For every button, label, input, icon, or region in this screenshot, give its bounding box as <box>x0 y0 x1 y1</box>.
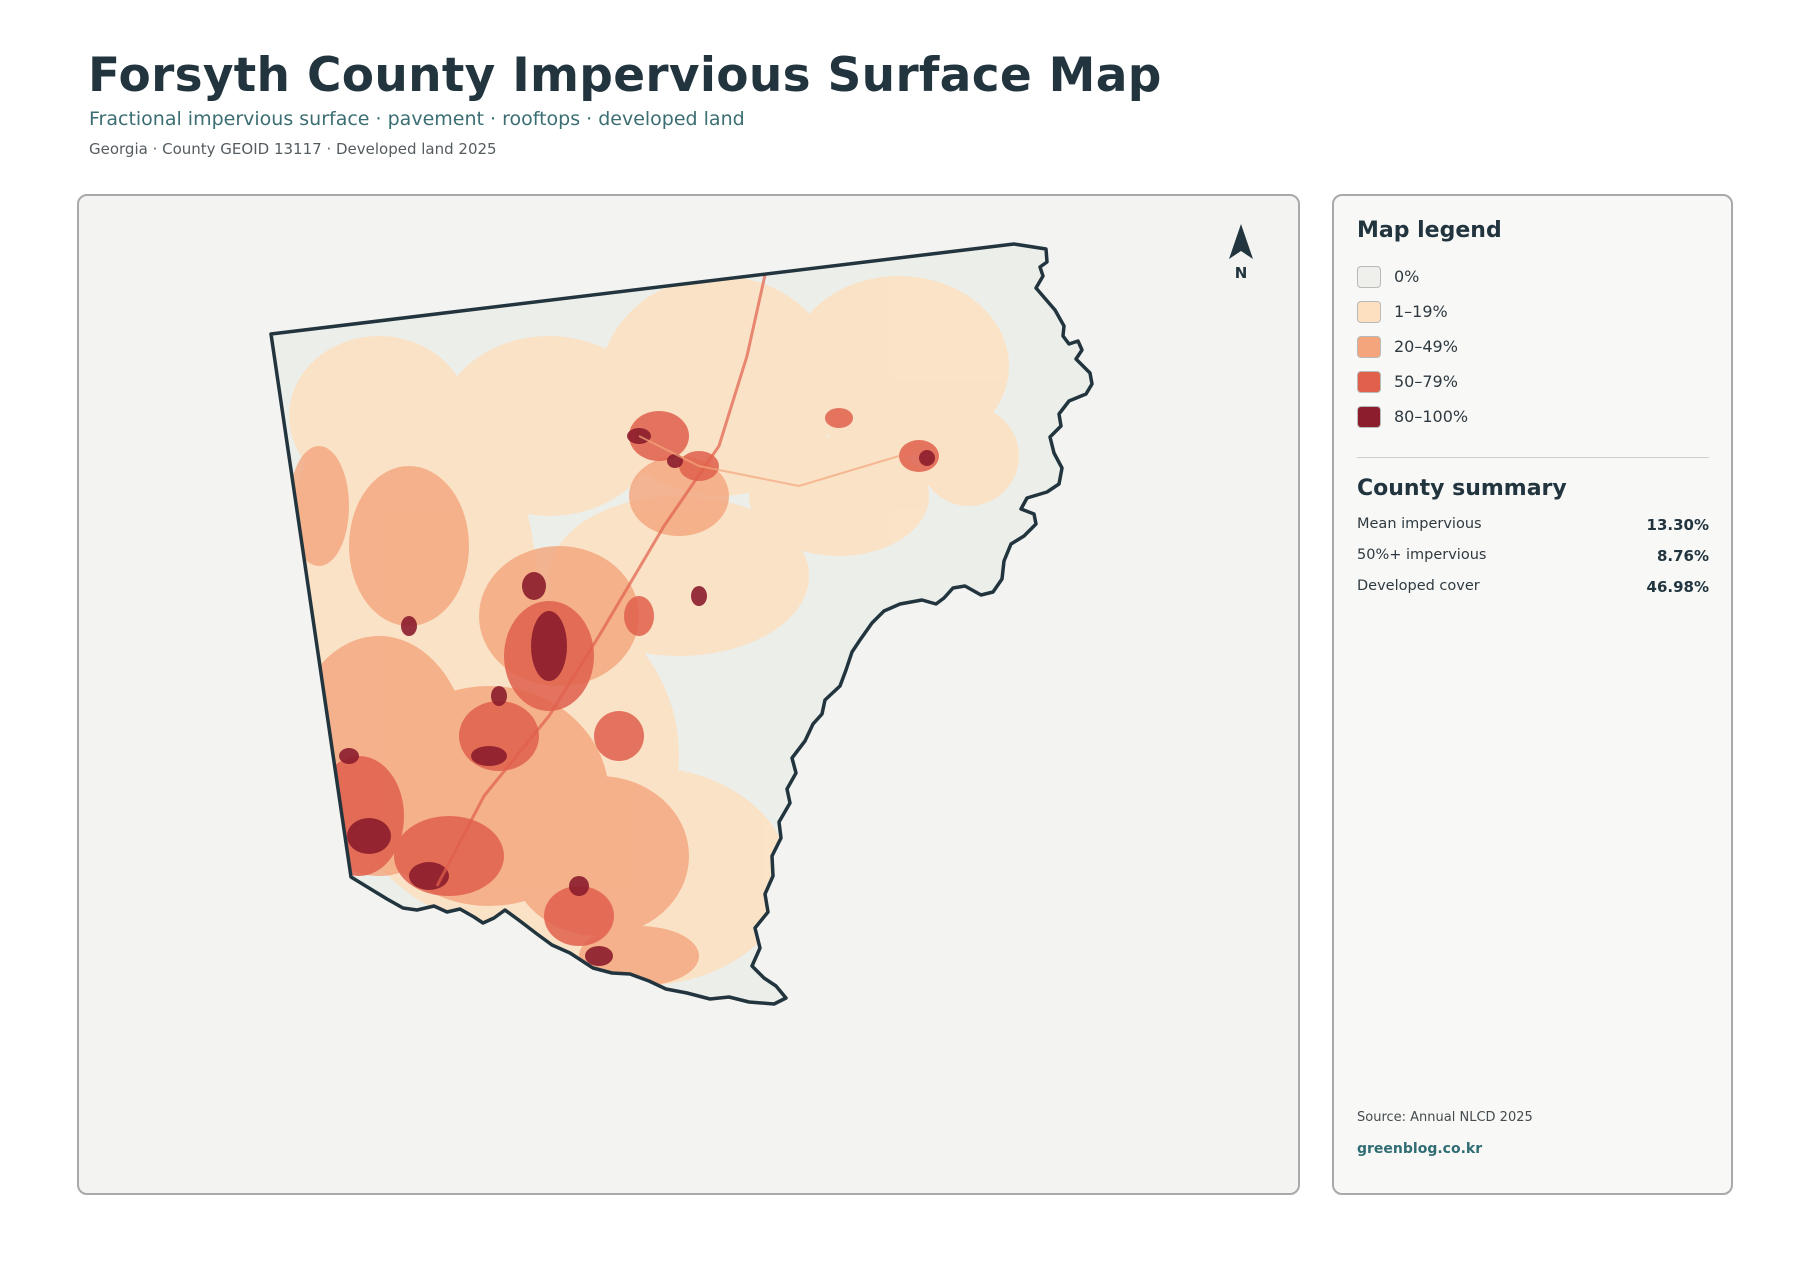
summary-value: 8.76% <box>1656 547 1709 565</box>
north-arrow: N <box>1226 222 1256 282</box>
legend-divider <box>1357 457 1709 458</box>
county-map[interactable] <box>79 196 1300 1195</box>
legend-swatch <box>1357 406 1381 428</box>
summary-rows: Mean impervious 13.30% 50%+ impervious 8… <box>1357 516 1709 609</box>
summary-value: 46.98% <box>1646 578 1709 596</box>
source-note: Source: Annual NLCD 2025 <box>1357 1110 1533 1125</box>
legend-swatch <box>1357 371 1381 393</box>
summary-row-mean: Mean impervious 13.30% <box>1357 516 1709 547</box>
legend-title: Map legend <box>1357 218 1502 243</box>
legend-label: 80–100% <box>1394 407 1469 426</box>
map-panel[interactable] <box>77 194 1300 1195</box>
summary-value: 13.30% <box>1646 516 1709 534</box>
summary-row-developed: Developed cover 46.98% <box>1357 578 1709 609</box>
north-label: N <box>1234 264 1248 282</box>
summary-label: 50%+ impervious <box>1357 547 1487 563</box>
legend-swatch <box>1357 336 1381 358</box>
legend-label: 1–19% <box>1394 302 1448 321</box>
site-link[interactable]: greenblog.co.kr <box>1357 1141 1483 1157</box>
legend-swatch <box>1357 266 1381 288</box>
legend-label: 20–49% <box>1394 337 1458 356</box>
legend-label: 0% <box>1394 267 1420 286</box>
page-meta: Georgia · County GEOID 13117 · Developed… <box>89 140 497 158</box>
page-title: Forsyth County Impervious Surface Map <box>88 48 1162 103</box>
summary-label: Mean impervious <box>1357 516 1482 532</box>
legend-label: 50–79% <box>1394 372 1458 391</box>
legend-swatch <box>1357 301 1381 323</box>
page-subtitle: Fractional impervious surface · pavement… <box>89 108 745 130</box>
north-arrow-icon <box>1229 224 1253 259</box>
summary-title: County summary <box>1357 476 1567 501</box>
legend-panel: Map legend 0% 1–19% 20–49% 50–79% 80–100… <box>1332 194 1733 1195</box>
impervious-raster <box>279 265 1019 986</box>
summary-label: Developed cover <box>1357 578 1480 594</box>
summary-row-high: 50%+ impervious 8.76% <box>1357 547 1709 578</box>
